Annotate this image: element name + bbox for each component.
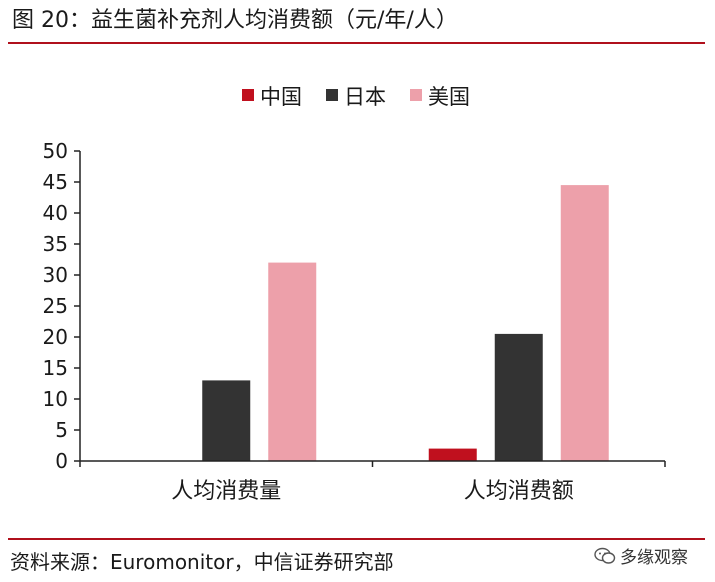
y-tick-label: 45 [43,170,68,194]
bar-series-group [202,185,609,461]
y-tick-label: 20 [43,325,68,349]
legend-swatch [326,89,338,101]
y-tick-label: 40 [43,201,68,225]
source-note: 资料来源：Euromonitor，中信证券研究部 [10,550,394,574]
bar [560,185,609,461]
title-rule [8,42,705,44]
legend-swatch [242,89,254,101]
bar [428,448,477,461]
watermark-label: 多缘观察 [620,548,688,568]
bar [268,262,317,461]
bar [202,380,251,461]
y-tick-label: 30 [43,263,68,287]
watermark: 多缘观察 [594,543,688,568]
x-category-label: 人均消费量 [171,479,281,504]
y-tick-label: 10 [43,387,68,411]
y-tick-label: 0 [55,449,68,473]
y-tick-label: 5 [55,418,68,442]
figure-title: 图 20：益生菌补充剂人均消费额（元/年/人） [12,8,458,33]
legend-swatch [410,89,422,101]
wechat-icon [594,547,616,564]
y-tick-label: 15 [43,356,68,380]
bar [494,333,543,461]
chart-legend: 中国 日本 美国 [242,85,470,109]
y-axis: 0 5 10 15 20 25 30 35 40 45 50 [43,139,81,473]
source-rule [8,538,705,540]
y-tick-label: 35 [43,232,68,256]
x-axis: 人均消费量 人均消费额 [79,460,666,504]
legend-label: 中国 [260,85,302,109]
x-category-label: 人均消费额 [464,479,574,504]
legend-label: 日本 [344,85,386,109]
bar-chart: 中国 日本 美国 0 5 10 15 20 25 30 35 40 45 50 人均消费量 人均消费额 [43,85,666,504]
legend-label: 美国 [428,85,470,109]
y-tick-label: 50 [43,139,68,163]
y-tick-label: 25 [43,294,68,318]
